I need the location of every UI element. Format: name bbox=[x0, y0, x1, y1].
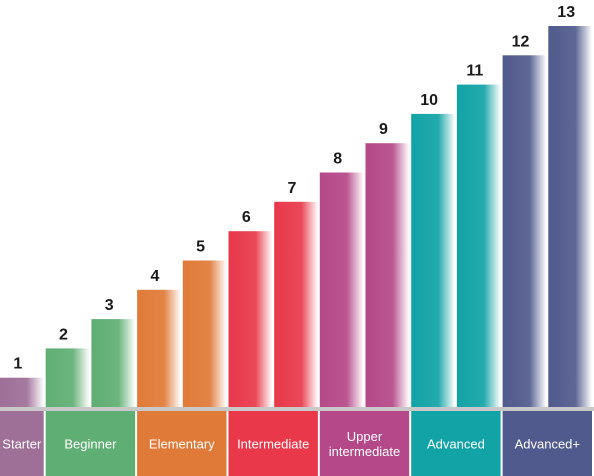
bar-level-12 bbox=[502, 55, 547, 408]
band-label-3: Intermediate bbox=[237, 437, 309, 452]
bar-level-1 bbox=[0, 377, 44, 407]
value-label-9: 9 bbox=[379, 121, 388, 138]
value-label-12: 12 bbox=[512, 33, 530, 50]
band-5 bbox=[411, 411, 501, 476]
band-6 bbox=[502, 411, 592, 476]
value-label-2: 2 bbox=[59, 326, 68, 343]
value-label-11: 11 bbox=[466, 63, 483, 80]
bar-level-11 bbox=[456, 84, 501, 407]
band-label-1: Beginner bbox=[64, 437, 117, 452]
value-label-7: 7 bbox=[288, 180, 297, 197]
band-label-0: Starter bbox=[2, 437, 42, 452]
band-3 bbox=[228, 411, 318, 476]
value-label-13: 13 bbox=[557, 4, 575, 21]
value-label-8: 8 bbox=[333, 151, 342, 168]
band-4 bbox=[319, 411, 410, 476]
band-strip-group: Starter Beginner Elementary Intermediate Upp… bbox=[0, 411, 592, 476]
value-label-4: 4 bbox=[150, 268, 159, 285]
value-label-5: 5 bbox=[196, 239, 205, 256]
bar-level-10 bbox=[411, 113, 455, 408]
band-label-2: Elementary bbox=[149, 437, 215, 452]
bar-level-6 bbox=[228, 231, 273, 407]
band-2 bbox=[137, 411, 227, 476]
bar-level-8 bbox=[319, 172, 364, 407]
band-1 bbox=[45, 411, 136, 476]
bars-group bbox=[0, 26, 592, 408]
band-label-5: Advanced bbox=[427, 437, 485, 452]
value-label-3: 3 bbox=[105, 297, 114, 314]
bar-level-2 bbox=[45, 348, 90, 407]
bar-level-9 bbox=[365, 143, 410, 407]
value-label-6: 6 bbox=[242, 209, 251, 226]
bar-level-5 bbox=[182, 260, 227, 407]
bar-level-3 bbox=[91, 319, 136, 407]
bar-level-7 bbox=[274, 201, 318, 407]
band-0 bbox=[0, 411, 44, 476]
value-label-1: 1 bbox=[13, 356, 22, 373]
bar-level-4 bbox=[137, 289, 181, 407]
band-label-6: Advanced+ bbox=[515, 437, 580, 452]
band-label-4: Upper intermediate bbox=[329, 429, 401, 459]
value-label-10: 10 bbox=[420, 92, 438, 109]
bar-level-13 bbox=[548, 26, 592, 407]
